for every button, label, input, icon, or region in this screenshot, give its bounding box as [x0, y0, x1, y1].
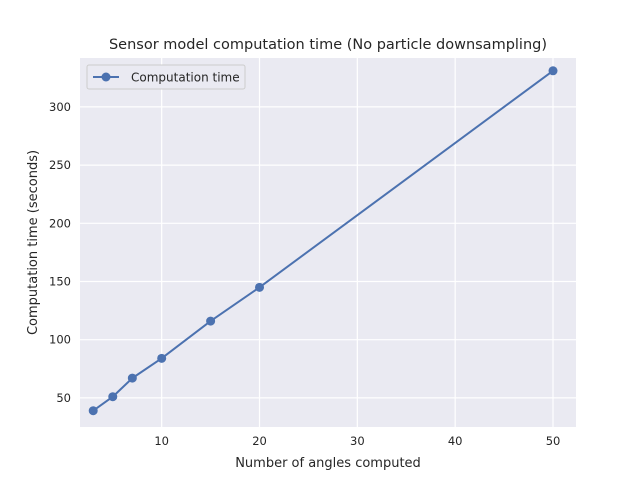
- y-tick-label: 300: [49, 100, 71, 114]
- grid: [80, 58, 576, 427]
- y-tick-label: 100: [49, 333, 71, 347]
- data-point: [206, 316, 216, 326]
- x-axis-label: Number of angles computed: [235, 456, 421, 471]
- legend: Computation time: [86, 64, 246, 90]
- y-tick-label: 150: [49, 274, 71, 288]
- x-tick-label: 50: [546, 434, 561, 448]
- x-tick-label: 40: [448, 434, 463, 448]
- legend-box: [86, 64, 246, 90]
- data-point: [127, 373, 137, 383]
- y-tick-label: 250: [49, 158, 71, 172]
- legend-marker: [101, 72, 111, 82]
- y-tick-label: 50: [56, 391, 71, 405]
- x-tick-labels: 10 20 30 40 50: [154, 434, 560, 448]
- data-point: [255, 282, 265, 292]
- data-point: [548, 66, 558, 76]
- y-tick-label: 200: [49, 216, 71, 230]
- data-point: [157, 353, 167, 363]
- x-tick-label: 10: [154, 434, 169, 448]
- data-point: [88, 406, 98, 416]
- y-axis-label: Computation time (seconds): [26, 150, 41, 335]
- data-point: [108, 392, 118, 402]
- plot-area: [80, 58, 576, 427]
- y-tick-labels: 50 100 150 200 250 300: [49, 100, 71, 405]
- series-layer: [88, 66, 558, 416]
- legend-label: Computation time: [131, 71, 240, 85]
- x-tick-label: 20: [252, 434, 267, 448]
- chart-title: Sensor model computation time (No partic…: [109, 37, 547, 53]
- x-tick-label: 30: [350, 434, 365, 448]
